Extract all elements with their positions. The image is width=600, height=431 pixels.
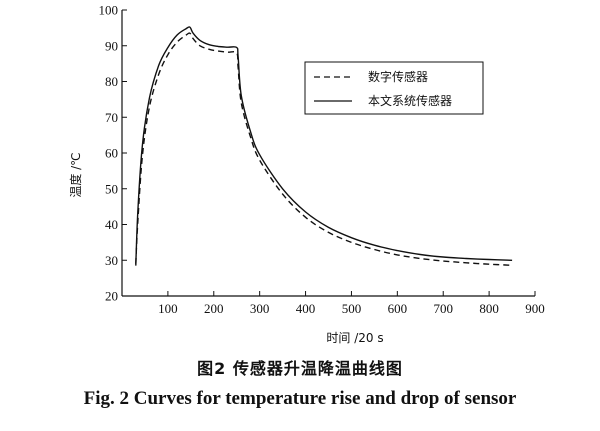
x-tick-label: 900 — [525, 301, 545, 316]
y-tick-label: 20 — [105, 289, 118, 304]
x-axis-label: 时间 /20 s — [326, 331, 383, 345]
plot-area — [121, 10, 535, 297]
y-ticks: 20 30 40 50 60 70 80 90 100 — [99, 3, 127, 304]
x-tick-label: 700 — [433, 301, 453, 316]
x-tick-label: 100 — [158, 301, 178, 316]
legend-box — [304, 61, 484, 115]
x-tick-label: 200 — [204, 301, 224, 316]
series-line-system-sensor — [135, 26, 513, 266]
y-tick-label: 40 — [105, 217, 118, 232]
legend-label-system: 本文系统传感器 — [368, 93, 452, 108]
x-tick-label: 600 — [388, 301, 408, 316]
y-tick-label: 70 — [105, 110, 118, 125]
series-lines — [135, 26, 513, 266]
y-tick-label: 80 — [105, 74, 118, 89]
legend: 数字传感器 本文系统传感器 — [304, 61, 484, 115]
figure-caption-english: Fig. 2 Curves for temperature rise and d… — [83, 388, 517, 409]
x-tick-label: 500 — [342, 301, 362, 316]
x-tick-label: 800 — [479, 301, 499, 316]
y-tick-label: 30 — [105, 253, 118, 268]
legend-label-digital: 数字传感器 — [368, 69, 428, 84]
x-tick-label: 300 — [250, 301, 270, 316]
y-tick-label: 60 — [105, 146, 118, 161]
x-tick-label: 400 — [296, 301, 316, 316]
y-axis-label: 温度 /℃ — [68, 152, 83, 197]
x-ticks: 100 200 300 400 500 600 700 800 900 — [158, 291, 545, 316]
y-tick-label: 100 — [99, 3, 119, 18]
y-tick-label: 50 — [105, 181, 118, 196]
y-tick-label: 90 — [105, 38, 118, 53]
figure-caption-chinese: 图2 传感器升温降温曲线图 — [197, 359, 403, 378]
